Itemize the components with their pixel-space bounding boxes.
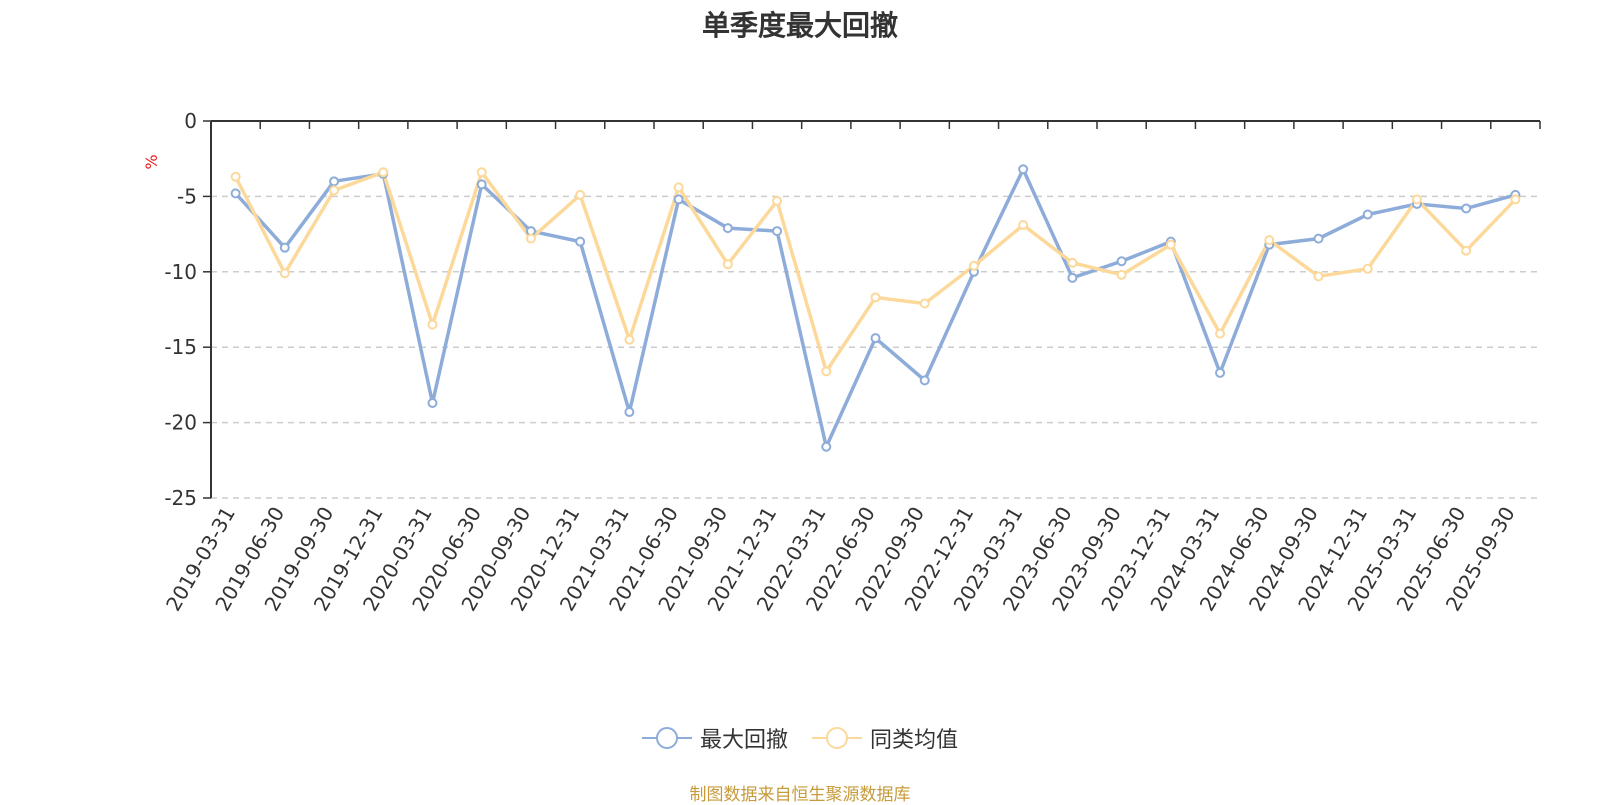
series-0-point[interactable] — [1461, 203, 1472, 214]
y-axis-label: % — [142, 154, 161, 169]
grid-lines — [211, 195, 1540, 499]
series-1-point[interactable] — [1510, 194, 1521, 205]
legend-series-0-line-icon — [641, 727, 692, 749]
series-points — [230, 164, 1521, 452]
axes: 0-5-10-15-20-252019-03-312019-06-302019-… — [161, 109, 1541, 615]
series-1-point[interactable] — [673, 182, 684, 193]
series-1-point[interactable] — [772, 195, 783, 206]
series-1-point[interactable] — [870, 292, 881, 303]
legend-series-0-label: 最大回撤 — [699, 728, 788, 753]
series-0-point[interactable] — [1067, 272, 1078, 283]
series-1-point[interactable] — [1264, 235, 1275, 246]
y-tick-label: -10 — [164, 260, 197, 284]
legend: 最大回撤 同类均值 — [0, 722, 1600, 754]
series-1-point[interactable] — [722, 259, 733, 270]
series-0-point[interactable] — [1018, 164, 1029, 175]
y-tick-label: 0 — [184, 109, 197, 133]
chart-title: 单季度最大回撤 — [701, 9, 898, 42]
series-0-point[interactable] — [673, 194, 684, 205]
legend-series-1-label: 同类均值 — [870, 728, 959, 753]
series-1-point[interactable] — [1116, 269, 1127, 280]
series-1-point[interactable] — [1411, 194, 1422, 205]
series-1-point[interactable] — [1313, 271, 1324, 282]
series-0-point[interactable] — [919, 375, 930, 386]
source-note: 制图数据来自恒生聚源数据库 — [689, 785, 911, 805]
series-0-point[interactable] — [1362, 209, 1373, 220]
series-0-point[interactable] — [1116, 256, 1127, 267]
series-1-point[interactable] — [1215, 328, 1226, 339]
series-1-point[interactable] — [427, 319, 438, 330]
series-lines — [234, 167, 1517, 449]
series-1-point[interactable] — [279, 268, 290, 279]
series-1-point[interactable] — [624, 334, 635, 345]
y-tick-label: -25 — [164, 486, 197, 510]
series-1-point[interactable] — [968, 260, 979, 271]
series-1-point[interactable] — [329, 185, 340, 196]
series-1-point[interactable] — [230, 171, 241, 182]
y-tick-label: -15 — [164, 335, 197, 359]
series-1-point[interactable] — [1165, 239, 1176, 250]
series-1-point[interactable] — [1067, 257, 1078, 268]
series-0-point[interactable] — [329, 176, 340, 187]
series-0-point[interactable] — [230, 188, 241, 199]
series-0-point[interactable] — [821, 441, 832, 452]
series-0-point[interactable] — [722, 223, 733, 234]
series-1-point[interactable] — [476, 167, 487, 178]
series-0-point[interactable] — [1313, 233, 1324, 244]
series-0-point[interactable] — [279, 242, 290, 253]
legend-series-1-line-icon — [812, 727, 862, 749]
series-1-point[interactable] — [821, 366, 832, 377]
series-0-point[interactable] — [427, 397, 438, 408]
series-0-point[interactable] — [870, 333, 881, 344]
series-1-point[interactable] — [575, 189, 586, 200]
series-1-point[interactable] — [525, 233, 536, 244]
series-0-point[interactable] — [476, 179, 487, 190]
legend-item-series-1[interactable]: 同类均值 — [812, 722, 958, 754]
y-tick-label: -5 — [177, 184, 197, 208]
y-tick-label: -20 — [164, 411, 197, 435]
series-0-point[interactable] — [624, 407, 635, 418]
series-1-point[interactable] — [919, 298, 930, 309]
series-1-point[interactable] — [1362, 263, 1373, 274]
series-1-point[interactable] — [1461, 245, 1472, 256]
series-1-point[interactable] — [1018, 220, 1029, 231]
series-1-point[interactable] — [378, 167, 389, 178]
series-0-point[interactable] — [575, 236, 586, 247]
series-0-point[interactable] — [1215, 367, 1226, 378]
series-0-point[interactable] — [772, 226, 783, 237]
legend-item-series-0[interactable]: 最大回撤 — [641, 722, 788, 754]
